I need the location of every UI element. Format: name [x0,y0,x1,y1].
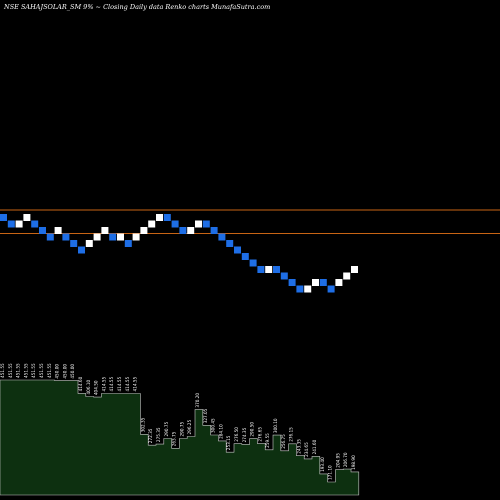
price-label-21: 275.35 [156,427,161,442]
up-brick-25 [187,227,195,234]
price-label-41: 241.60 [312,439,317,454]
price-labels: 451.55 451.55 451.55 451.55 451.55 451.55 451.… [0,363,356,480]
price-label-11: 414.60 [78,376,83,391]
price-label-5: 451.55 [31,363,36,378]
price-label-39: 243.35 [296,439,301,454]
price-label-6: 451.55 [39,363,44,378]
up-brick-18 [132,233,140,241]
down-brick-27 [202,220,210,228]
down-brick-36 [273,266,280,273]
up-brick-12 [85,240,93,247]
up-brick-19 [140,227,148,234]
price-label-13: 404.50 [94,380,99,395]
up-brick-13 [93,233,101,241]
down-brick-32 [241,253,249,260]
down-brick-6 [39,227,46,234]
price-label-15: 414.55 [109,377,114,392]
price-label-22: 290.75 [164,422,169,437]
price-label-16: 414.55 [117,377,122,392]
price-label-3: 451.55 [16,363,21,378]
price-label-19: 302.35 [140,417,145,432]
down-brick-39 [296,285,304,293]
price-label-37: 256.75 [281,434,286,449]
price-label-29: 284.10 [218,424,223,439]
price-label-42: 193.40 [320,457,325,472]
level-lines [0,209,500,234]
price-label-43: 171.10 [328,465,333,480]
down-brick-31 [234,246,241,254]
price-label-7: 451.55 [47,363,52,378]
down-brick-38 [288,279,296,286]
price-label-27: 327.05 [203,408,208,423]
price-label-40: 234.65 [304,442,309,457]
price-label-33: 290.50 [250,422,255,437]
chart-title: NSE SAHAJSOLAR_SM 9% ~ Closing Daily dat… [4,3,271,11]
price-label-34: 276.65 [257,427,262,442]
price-label-44: 204.95 [335,453,340,468]
price-label-35: 259.55 [265,433,270,448]
down-brick-29 [218,233,226,241]
volume-area [0,379,360,496]
up-brick-40 [304,285,312,293]
down-brick-23 [171,220,179,228]
down-brick-9 [62,233,70,241]
price-label-24: 290.75 [179,422,184,437]
down-brick-22 [163,214,171,221]
down-brick-17 [124,240,132,247]
up-brick-4 [23,214,31,221]
price-label-28: 300.45 [211,418,216,433]
up-brick-41 [312,279,319,286]
volume-panel [0,379,360,496]
down-brick-2 [7,220,15,228]
price-label-14: 414.55 [101,377,106,392]
down-brick-15 [109,233,117,241]
price-label-32: 274.35 [242,427,247,442]
price-label-4: 451.55 [23,363,28,378]
down-brick-1 [0,214,7,221]
price-label-23: 263.75 [172,431,177,446]
down-brick-7 [46,233,54,241]
down-brick-42 [319,279,327,286]
price-label-12: 406.10 [86,380,91,395]
price-label-26: 370.20 [195,393,200,408]
price-label-20: 272.35 [148,428,153,443]
price-label-30: 253.15 [226,435,231,450]
up-brick-21 [156,214,163,221]
price-label-2: 451.55 [8,363,13,378]
down-brick-28 [210,227,218,234]
price-label-10: 450.00 [70,364,75,379]
price-label-18: 414.55 [133,377,138,392]
up-brick-8 [54,227,62,234]
price-label-36: 300.10 [273,418,278,433]
price-label-31: 276.50 [234,427,239,442]
down-brick-43 [327,285,335,293]
up-brick-3 [15,220,23,228]
down-brick-24 [179,227,187,234]
up-brick-44 [335,279,343,286]
price-label-46: 198.90 [351,455,356,470]
price-label-45: 206.70 [343,452,348,467]
down-brick-10 [70,240,78,247]
down-brick-34 [257,266,265,273]
up-brick-26 [195,220,202,228]
down-brick-33 [249,259,257,267]
up-brick-20 [148,220,156,228]
renko-bricks [0,214,358,293]
price-label-8: 450.00 [55,364,60,379]
down-brick-11 [78,246,85,254]
up-brick-16 [117,233,124,241]
price-label-38: 276.15 [289,427,294,442]
price-label-1: 451.55 [0,363,5,378]
price-label-9: 450.00 [62,364,67,379]
up-brick-46 [351,266,358,273]
down-brick-30 [226,240,234,247]
up-brick-35 [265,266,273,273]
price-label-17: 414.55 [125,377,130,392]
up-brick-45 [343,272,351,280]
up-brick-14 [101,227,109,234]
down-brick-5 [31,220,39,228]
down-brick-37 [280,272,288,280]
price-label-25: 296.25 [187,420,192,435]
